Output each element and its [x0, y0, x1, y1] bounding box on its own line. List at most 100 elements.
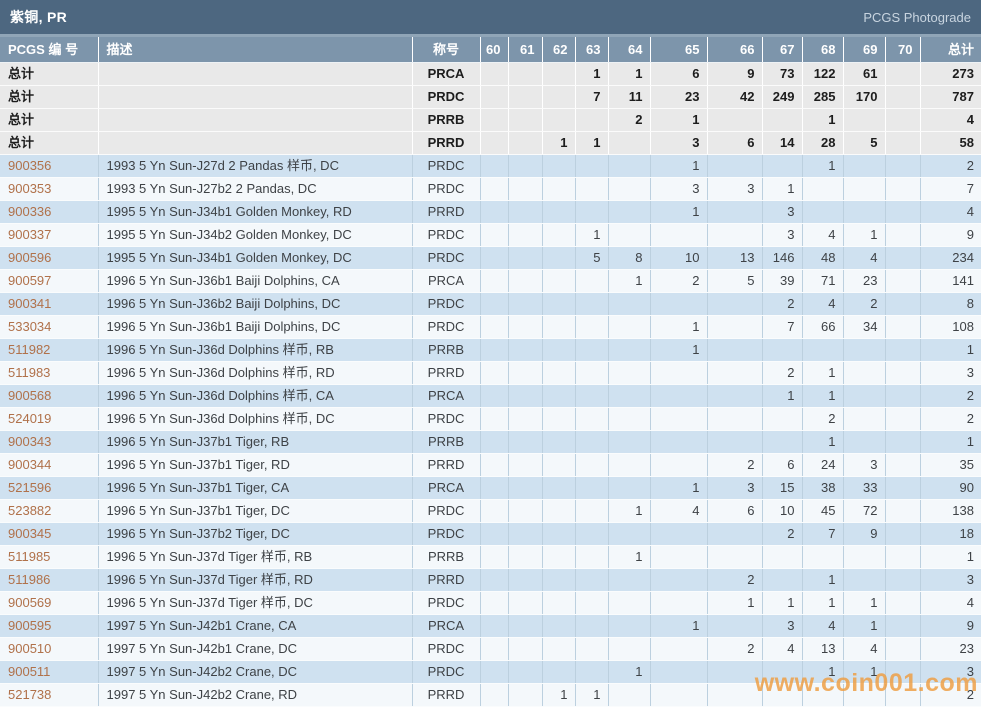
- table-row: 900597 1996 5 Yn Sun-J36b1 Baiji Dolphins…: [0, 269, 981, 293]
- description-cell: 1993 5 Yn Sun-J27b2 2 Pandas, DC: [98, 177, 413, 201]
- grade-cell-67: 3: [762, 223, 803, 247]
- pcgs-number-link[interactable]: 900595: [8, 618, 52, 633]
- pcgs-number-link[interactable]: 900597: [8, 273, 52, 288]
- grade-cell-67: [762, 683, 803, 707]
- grade-cell-68: 1: [802, 430, 844, 454]
- grade-cell-64: [608, 338, 651, 362]
- grade-cell-69: [843, 568, 886, 592]
- grade-cell-61: [508, 637, 543, 661]
- pcgs-number-link[interactable]: 900568: [8, 388, 52, 403]
- grade-cell-67: 2: [762, 522, 803, 546]
- pcgs-number-link[interactable]: 521596: [8, 480, 52, 495]
- grade-cell-66: [707, 361, 763, 385]
- grade-cell-64: [608, 614, 651, 638]
- pcgs-number-link[interactable]: 511982: [8, 342, 51, 357]
- summary-grade-67: 14: [762, 131, 803, 155]
- pcgs-number-link[interactable]: 900356: [8, 158, 52, 173]
- total-cell: 9: [920, 223, 981, 247]
- total-cell: 3: [920, 361, 981, 385]
- designation-cell: PRCA: [412, 384, 481, 408]
- grade-cell-64: [608, 315, 651, 339]
- grade-cell-64: 1: [608, 545, 651, 569]
- pcgs-number-link[interactable]: 521738: [8, 687, 52, 702]
- pcgs-number-link[interactable]: 900343: [8, 434, 52, 449]
- pcgs-number-cell: 900595: [0, 614, 99, 638]
- pcgs-number-link[interactable]: 524019: [8, 411, 52, 426]
- grade-cell-69: 1: [843, 614, 886, 638]
- total-cell: 35: [920, 453, 981, 477]
- summary-total: 4: [920, 108, 981, 132]
- pcgs-number-link[interactable]: 511985: [8, 549, 51, 564]
- summary-row-PRRB: 总计 PRRB 2 1 1 4: [0, 108, 981, 132]
- grade-cell-62: [542, 361, 576, 385]
- col-header-grade-60: 60: [480, 37, 509, 63]
- description-cell: 1997 5 Yn Sun-J42b1 Crane, DC: [98, 637, 413, 661]
- grade-cell-61: [508, 384, 543, 408]
- pcgs-number-link[interactable]: 900353: [8, 181, 52, 196]
- pcgs-number-link[interactable]: 900344: [8, 457, 52, 472]
- pcgs-number-link[interactable]: 900337: [8, 227, 52, 242]
- grade-cell-64: [608, 177, 651, 201]
- pcgs-number-link[interactable]: 900341: [8, 296, 52, 311]
- grade-cell-70: [885, 246, 921, 270]
- summary-grade-62: [542, 108, 576, 132]
- designation-cell: PRDC: [412, 407, 481, 431]
- grade-cell-62: [542, 499, 576, 523]
- table-row: 900343 1996 5 Yn Sun-J37b1 Tiger, RB PRRB 1…: [0, 430, 981, 454]
- pcgs-number-link[interactable]: 900569: [8, 595, 52, 610]
- table-row: 900336 1995 5 Yn Sun-J34b1 Golden Monkey,…: [0, 200, 981, 224]
- pcgs-number-link[interactable]: 900511: [8, 664, 51, 679]
- pcgs-number-link[interactable]: 511983: [8, 365, 51, 380]
- table-row: 900344 1996 5 Yn Sun-J37b1 Tiger, RD PRRD 2…: [0, 453, 981, 477]
- grade-cell-62: [542, 384, 576, 408]
- grade-cell-61: [508, 315, 543, 339]
- pcgs-number-link[interactable]: 900345: [8, 526, 52, 541]
- grade-cell-66: 3: [707, 476, 763, 500]
- grade-cell-64: [608, 384, 651, 408]
- grade-cell-60: [480, 545, 509, 569]
- grade-cell-63: [575, 522, 609, 546]
- summary-grade-65: 6: [650, 62, 708, 86]
- col-header-grade-65: 65: [650, 37, 708, 63]
- grade-cell-69: 4: [843, 637, 886, 661]
- pcgs-number-link[interactable]: 511986: [8, 572, 51, 587]
- total-cell: 18: [920, 522, 981, 546]
- grade-cell-64: [608, 568, 651, 592]
- grade-cell-66: [707, 223, 763, 247]
- grade-cell-61: [508, 246, 543, 270]
- summary-grade-65: 23: [650, 85, 708, 109]
- summary-grade-60: [480, 85, 509, 109]
- grade-cell-66: [707, 407, 763, 431]
- total-cell: 2: [920, 683, 981, 707]
- pcgs-number-link[interactable]: 533034: [8, 319, 52, 334]
- grade-cell-68: 1: [802, 154, 844, 178]
- summary-description-cell: [98, 131, 413, 155]
- summary-label: 总计: [0, 62, 99, 86]
- grade-cell-70: [885, 614, 921, 638]
- col-header-total: 总计: [920, 37, 981, 63]
- pcgs-number-link[interactable]: 523882: [8, 503, 52, 518]
- summary-total: 58: [920, 131, 981, 155]
- grade-cell-66: [707, 430, 763, 454]
- grade-cell-61: [508, 177, 543, 201]
- pcgs-number-link[interactable]: 900510: [8, 641, 52, 656]
- grade-cell-61: [508, 614, 543, 638]
- grade-cell-60: [480, 384, 509, 408]
- grade-cell-63: [575, 338, 609, 362]
- grade-cell-64: 1: [608, 660, 651, 684]
- grade-cell-68: 45: [802, 499, 844, 523]
- summary-grade-67: 73: [762, 62, 803, 86]
- grade-cell-65: 1: [650, 614, 708, 638]
- col-header-grade-68: 68: [802, 37, 844, 63]
- grade-cell-66: [707, 683, 763, 707]
- grade-cell-65: [650, 637, 708, 661]
- grade-cell-62: [542, 568, 576, 592]
- pcgs-number-link[interactable]: 900596: [8, 250, 52, 265]
- grade-cell-61: [508, 499, 543, 523]
- table-header: PCGS 编 号描述 称号 60 61 62 63 64 65 66 67 68 69 70 总计: [0, 37, 981, 63]
- grade-cell-70: [885, 683, 921, 707]
- pcgs-number-link[interactable]: 900336: [8, 204, 52, 219]
- table-row: 900510 1997 5 Yn Sun-J42b1 Crane, DC PRDC 2…: [0, 637, 981, 661]
- pcgs-number-cell: 900511: [0, 660, 99, 684]
- grade-cell-70: [885, 568, 921, 592]
